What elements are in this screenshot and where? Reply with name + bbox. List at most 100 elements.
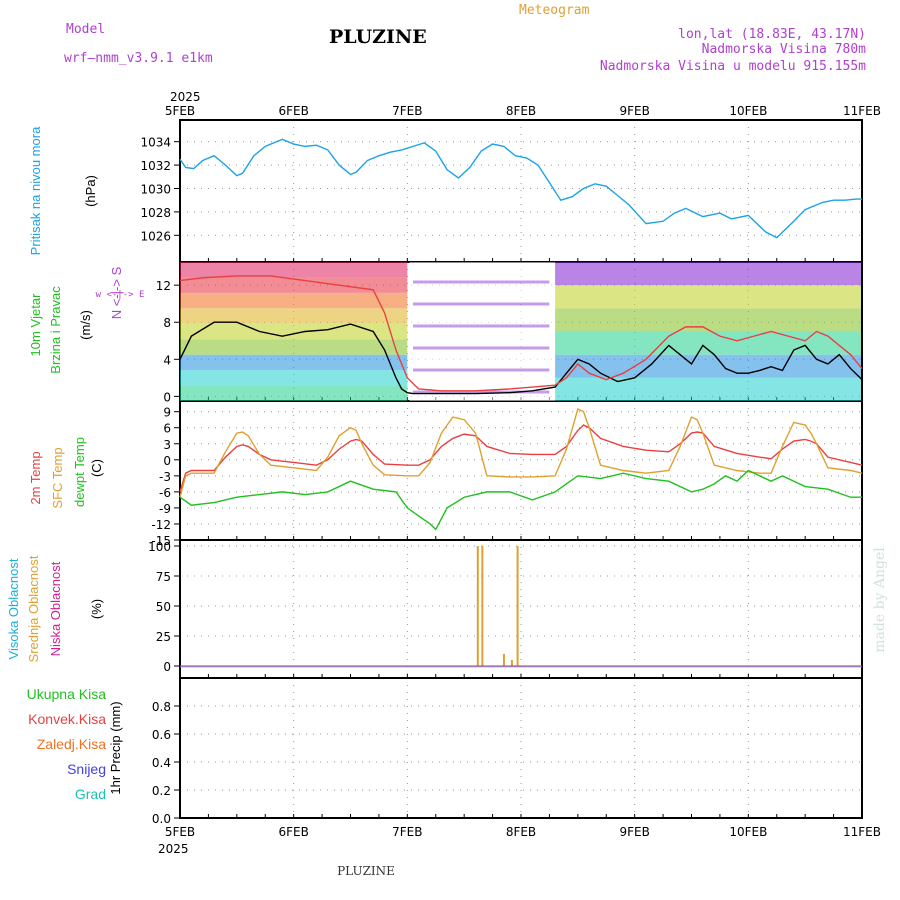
- day-label-top-5FEB: 5FEB: [165, 104, 195, 118]
- ytick-label: 1026: [140, 229, 171, 243]
- precip-unit: 1hr Precip (mm): [108, 701, 123, 794]
- series-pressure: [179, 138, 862, 239]
- ytick-label: 0: [163, 390, 171, 404]
- day-label-bottom-11FEB: 11FEB: [843, 825, 881, 839]
- wind-band: [180, 323, 408, 340]
- cloud-mid-label: Srednja Oblacnost: [26, 555, 41, 662]
- series-sfc-temp: [179, 408, 863, 498]
- wind-band: [180, 370, 408, 386]
- ytick-label: 1030: [140, 183, 171, 197]
- ytick-label: 50: [156, 600, 171, 614]
- wind-band: [555, 354, 861, 378]
- wind-unit: (m/s): [78, 310, 93, 340]
- ytick-label: 0.8: [152, 700, 171, 714]
- ytick-label: -6: [159, 486, 171, 500]
- model-altitude: Nadmorska Visina u modelu 915.155m: [600, 59, 866, 74]
- lonlat: lon,lat (18.83E, 43.17N): [678, 27, 866, 42]
- temp-sfc-label: SFC Temp: [50, 447, 65, 508]
- ytick-label: 75: [156, 570, 171, 584]
- series-2m-temp: [179, 424, 863, 493]
- cloud-unit: (%): [89, 599, 104, 619]
- precip-frozen-label: Zaledj.Kisa: [37, 736, 106, 752]
- panel-frame: [179, 677, 863, 819]
- series-wind_speed_black: [179, 321, 863, 395]
- ytick-label: 1028: [140, 206, 171, 220]
- ytick-label: 25: [156, 630, 171, 644]
- day-label-bottom-5FEB: 5FEB: [165, 825, 195, 839]
- series-dewpt-temp: [179, 469, 862, 531]
- station-title: PLUZINE: [329, 26, 427, 48]
- precip-conv-label: Konvek.Kisa: [28, 711, 106, 727]
- wind-band: [555, 262, 861, 286]
- day-label-bottom-9FEB: 9FEB: [619, 825, 649, 839]
- model-name: wrf—nmm_v3.9.1 e1km: [64, 51, 213, 66]
- wind-band: [555, 377, 861, 401]
- ytick-label: 1034: [140, 136, 171, 150]
- wind-band: [180, 277, 408, 293]
- ytick-label: 6: [163, 422, 171, 436]
- ytick-label: 8: [163, 316, 171, 330]
- ytick-label: -15: [151, 534, 171, 548]
- wind-compass-ns: N <-|-> S: [109, 266, 124, 319]
- day-label-bottom-7FEB: 7FEB: [392, 825, 422, 839]
- year-top: 2025: [170, 90, 201, 104]
- ytick-label: 0.6: [152, 728, 171, 742]
- cloud-bar: [481, 546, 484, 666]
- day-label-top-8FEB: 8FEB: [506, 104, 536, 118]
- ytick-label: 0.0: [152, 812, 171, 826]
- wind-band: [555, 308, 861, 332]
- model-label: Model: [66, 22, 105, 37]
- day-label-bottom-6FEB: 6FEB: [278, 825, 308, 839]
- day-label-top-7FEB: 7FEB: [392, 104, 422, 118]
- wind-band: [180, 292, 408, 309]
- wind-band: [180, 339, 408, 355]
- wind-band: [555, 331, 861, 355]
- temp-2m-label: 2m Temp: [28, 451, 43, 504]
- ytick-label: 0: [163, 454, 171, 468]
- ytick-label: 0: [163, 660, 171, 674]
- wind-title-1: 10m Vjetar: [28, 293, 43, 357]
- product-title: Meteogram: [519, 3, 590, 18]
- ytick-label: 3: [163, 438, 171, 452]
- day-label-bottom-8FEB: 8FEB: [506, 825, 536, 839]
- day-label-bottom-10FEB: 10FEB: [729, 825, 767, 839]
- footer-station: PLUZINE: [337, 864, 395, 878]
- cloud-high-label: Visoka Oblacnost: [6, 558, 21, 659]
- panel-pressure: 1026 1028 1030 1032 1034: [140, 119, 863, 263]
- ytick-label: -9: [159, 502, 171, 516]
- day-label-top-10FEB: 10FEB: [729, 104, 767, 118]
- altitude: Nadmorska Visina 780m: [702, 42, 867, 57]
- ytick-label: 12: [156, 279, 171, 293]
- wind-barb-field: [180, 262, 861, 401]
- year-bottom: 2025: [158, 842, 189, 856]
- temp-dew-label: dewpt Temp: [72, 437, 87, 507]
- ytick-label: 100: [148, 540, 171, 554]
- wind-band: [180, 262, 408, 278]
- day-label-top-6FEB: 6FEB: [278, 104, 308, 118]
- cloud-bar: [502, 654, 505, 666]
- wind-band: [555, 285, 861, 309]
- ytick-label: -12: [151, 518, 171, 532]
- ytick-label: 4: [163, 353, 171, 367]
- precip-snow-label: Snijeg: [67, 761, 106, 777]
- cloud-low-label: Niska Oblacnost: [48, 561, 63, 656]
- series-wind_speed_red: [179, 275, 863, 392]
- panel-clouds: 0 25 50 75 100: [148, 539, 863, 679]
- wind-calm-zone: [409, 262, 558, 401]
- ytick-label: 1032: [140, 159, 171, 173]
- temp-unit: (C): [89, 459, 104, 477]
- ytick-label: 0.2: [152, 784, 171, 798]
- pressure-title: Pritisak na nivou mora: [28, 126, 43, 255]
- panel-precip: 0.0 0.2 0.4 0.6 0.8: [152, 677, 863, 826]
- cloud-bar: [476, 546, 479, 666]
- day-label-top-11FEB: 11FEB: [843, 104, 881, 118]
- precip-total-label: Ukupna Kisa: [27, 686, 107, 702]
- panel-frame: [179, 400, 863, 541]
- day-label-top-9FEB: 9FEB: [619, 104, 649, 118]
- wind-band: [180, 385, 408, 401]
- wind-band: [180, 308, 408, 324]
- cloud-bar: [516, 546, 519, 666]
- ytick-label: 0.4: [152, 756, 171, 770]
- wind-compass: w <-|-> E: [96, 290, 145, 300]
